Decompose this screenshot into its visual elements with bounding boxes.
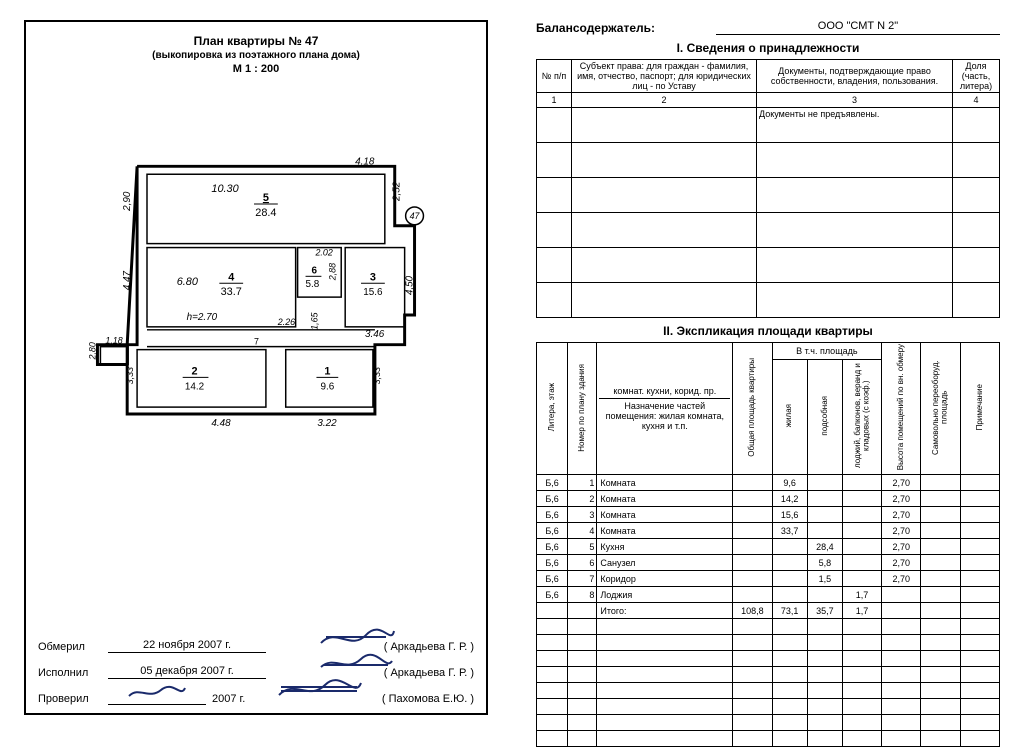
explication-table: Литера, этаж Номер по плану здания комна… — [536, 342, 1000, 747]
svg-text:4.48: 4.48 — [211, 418, 231, 429]
svg-text:4.18: 4.18 — [355, 156, 375, 167]
svg-text:14.2: 14.2 — [185, 381, 204, 392]
floor-plan: 47 10.30 5 28.4 2,90 4.18 2,52 6.80 4 33… — [38, 155, 474, 465]
ownership-table: № п/п Субъект права: для граждан - фамил… — [536, 59, 1000, 318]
section1-title: I. Сведения о принадлежности — [536, 41, 1000, 55]
svg-text:h=2.70: h=2.70 — [187, 312, 218, 323]
right-page: Балансодержатель: ООО "СМТ N 2" I. Сведе… — [512, 0, 1024, 735]
section2-title: II. Экспликация площади квартиры — [536, 324, 1000, 338]
svg-text:15.6: 15.6 — [363, 287, 383, 298]
plan-title: План квартиры № 47 — [38, 34, 474, 48]
svg-text:1: 1 — [324, 365, 330, 377]
svg-text:1,18: 1,18 — [105, 336, 122, 346]
svg-text:6.80: 6.80 — [177, 276, 198, 288]
svg-text:4,50: 4,50 — [405, 275, 416, 295]
svg-text:4,47: 4,47 — [122, 270, 133, 290]
svg-text:3,33: 3,33 — [125, 367, 135, 384]
svg-text:2: 2 — [192, 365, 198, 377]
signature-icon — [316, 625, 396, 651]
svg-text:3.22: 3.22 — [317, 418, 337, 429]
sign-row: Исполнил 05 декабря 2007 г. ( Аркадьева … — [38, 657, 474, 679]
svg-text:2,80: 2,80 — [87, 342, 97, 360]
sign-row: Обмерил 22 ноября 2007 г. ( Аркадьева Г.… — [38, 631, 474, 653]
left-frame: План квартиры № 47 (выкопировка из поэта… — [24, 20, 488, 715]
svg-text:10.30: 10.30 — [211, 183, 238, 195]
svg-text:33.7: 33.7 — [221, 286, 242, 298]
svg-text:2.02: 2.02 — [314, 248, 332, 258]
signature-icon — [316, 651, 396, 677]
svg-text:3: 3 — [370, 271, 376, 283]
svg-text:4: 4 — [228, 271, 234, 283]
svg-text:5.8: 5.8 — [306, 279, 320, 290]
floor-plan-svg: 47 10.30 5 28.4 2,90 4.18 2,52 6.80 4 33… — [38, 155, 474, 465]
svg-text:28.4: 28.4 — [255, 207, 276, 219]
svg-text:2,88: 2,88 — [327, 263, 337, 281]
sign-row: Проверил 2007 г. ( Пахомова Е.Ю. ) — [38, 683, 474, 705]
left-page: План квартиры № 47 (выкопировка из поэта… — [0, 0, 512, 735]
svg-text:5: 5 — [263, 192, 269, 204]
signature-icon — [127, 684, 187, 700]
holder-line: Балансодержатель: ООО "СМТ N 2" — [536, 20, 1000, 35]
apt-number: 47 — [410, 211, 421, 221]
signature-icon — [275, 677, 365, 703]
plan-subtitle: (выкопировка из поэтажного плана дома) — [38, 50, 474, 61]
plan-scale: М 1 : 200 — [38, 63, 474, 75]
svg-text:6: 6 — [311, 265, 317, 276]
svg-text:9.6: 9.6 — [320, 381, 334, 392]
svg-text:2,52: 2,52 — [392, 181, 403, 202]
signature-block: Обмерил 22 ноября 2007 г. ( Аркадьева Г.… — [38, 627, 474, 705]
svg-text:2.26: 2.26 — [277, 317, 295, 327]
svg-text:1,65: 1,65 — [309, 312, 319, 329]
svg-text:3,33: 3,33 — [372, 367, 382, 384]
svg-text:2,90: 2,90 — [122, 191, 133, 212]
svg-text:7: 7 — [254, 337, 259, 347]
svg-text:3.46: 3.46 — [365, 329, 385, 340]
plan-title-block: План квартиры № 47 (выкопировка из поэта… — [38, 34, 474, 75]
